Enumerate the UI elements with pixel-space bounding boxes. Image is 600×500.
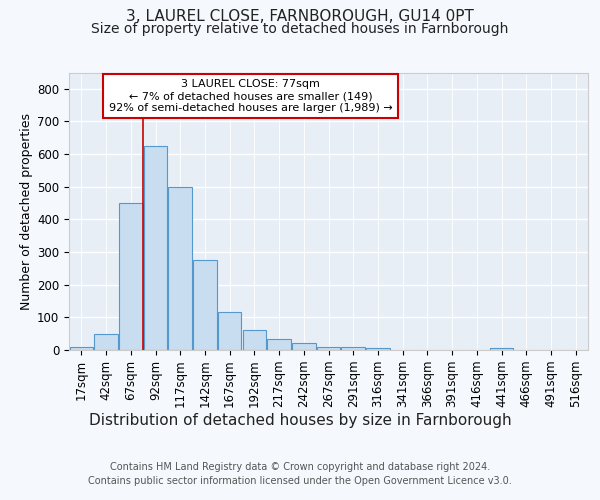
Bar — [268, 338, 291, 350]
Y-axis label: Number of detached properties: Number of detached properties — [20, 113, 33, 310]
Bar — [317, 348, 340, 350]
Bar — [366, 348, 389, 350]
Bar — [193, 260, 217, 350]
Bar — [94, 334, 118, 350]
Text: Contains HM Land Registry data © Crown copyright and database right 2024.: Contains HM Land Registry data © Crown c… — [110, 462, 490, 472]
Bar — [292, 343, 316, 350]
Bar — [218, 312, 241, 350]
Bar — [70, 346, 93, 350]
Bar — [490, 348, 513, 350]
Text: 3, LAUREL CLOSE, FARNBOROUGH, GU14 0PT: 3, LAUREL CLOSE, FARNBOROUGH, GU14 0PT — [126, 9, 474, 24]
Text: Distribution of detached houses by size in Farnborough: Distribution of detached houses by size … — [89, 412, 511, 428]
Bar — [144, 146, 167, 350]
Text: Contains public sector information licensed under the Open Government Licence v3: Contains public sector information licen… — [88, 476, 512, 486]
Bar — [169, 187, 192, 350]
Bar — [341, 348, 365, 350]
Bar — [242, 330, 266, 350]
Text: Size of property relative to detached houses in Farnborough: Size of property relative to detached ho… — [91, 22, 509, 36]
Text: 3 LAUREL CLOSE: 77sqm
← 7% of detached houses are smaller (149)
92% of semi-deta: 3 LAUREL CLOSE: 77sqm ← 7% of detached h… — [109, 80, 392, 112]
Bar — [119, 203, 143, 350]
